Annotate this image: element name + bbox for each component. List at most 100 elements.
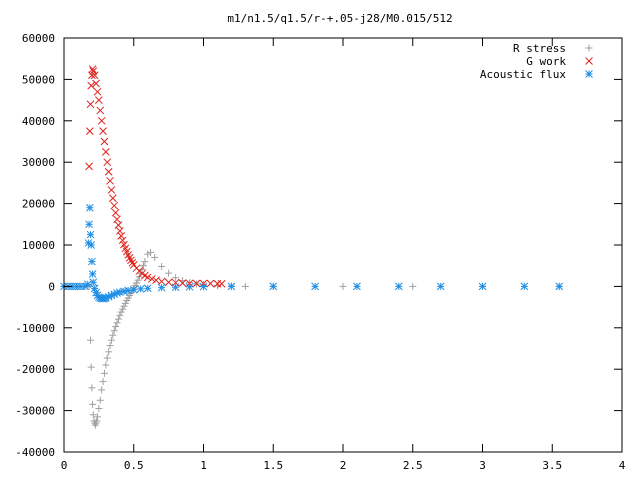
data-point [95,405,103,413]
data-point [100,137,109,146]
legend-marker [585,57,593,65]
data-point [436,282,445,291]
data-point [114,221,123,229]
data-point [101,147,110,156]
data-point [409,282,417,290]
data-point [108,194,117,203]
data-point [102,361,110,369]
data-point [134,276,142,284]
data-point [185,282,194,291]
data-point [151,253,159,261]
data-point [89,67,98,75]
data-point [121,299,129,307]
data-point [89,411,97,419]
data-point [87,336,95,344]
y-tick-label: 40000 [22,115,55,128]
data-point [141,258,149,266]
y-tick-label: -30000 [15,405,55,418]
data-point [88,257,96,266]
data-point [165,269,173,277]
data-point [88,65,97,73]
y-tick-label: 60000 [22,32,55,45]
data-point [111,208,120,217]
y-tick-label: 10000 [22,239,55,252]
data-point [129,285,138,294]
data-point [89,400,97,408]
data-point [241,282,249,290]
data-point [85,162,93,171]
data-point [106,342,114,350]
data-point [99,378,107,386]
x-tick-label: 0.5 [124,459,144,472]
legend-label: Acoustic flux [480,68,566,81]
data-point [99,127,107,136]
data-point [157,283,166,292]
data-point [85,220,93,229]
data-point [199,282,208,291]
data-point [112,323,120,331]
data-point [146,248,154,256]
data-point [227,282,236,291]
data-point [117,308,125,316]
data-point [96,396,104,404]
data-point [555,282,564,291]
data-point [113,215,121,224]
data-point [88,71,96,80]
data-point [311,282,319,291]
y-tick-label: 0 [48,280,55,293]
data-point [93,87,102,96]
legend-label: R stress [513,42,566,55]
data-point [138,265,146,273]
y-tick-label: -40000 [15,446,55,459]
data-point [127,256,135,265]
data-point [164,278,173,287]
data-point [353,282,361,291]
y-tick-label: 50000 [22,73,55,86]
data-point [103,354,111,362]
x-tick-label: 4 [619,459,626,472]
data-point [185,279,194,288]
data-point [520,282,529,291]
data-point [148,275,156,283]
data-point [114,315,122,323]
data-point [87,363,95,371]
data-point [103,158,112,167]
data-point [125,253,134,262]
axis-ticks: 0 0.5 1 1.5 2 2.5 3 3.5 4 -40000 -30000 -20000 -1000… [15,32,625,472]
data-point [136,285,145,293]
x-tick-label: 1.5 [263,459,283,472]
data-point [133,279,141,287]
series-g-work [85,65,226,288]
data-point [178,279,187,287]
y-tick-label: 30000 [22,156,55,169]
data-point [157,277,166,286]
x-tick-label: 3 [479,459,486,472]
data-point [107,336,115,344]
data-point [88,384,96,392]
data-point [88,270,97,278]
data-point [192,279,201,288]
data-point [87,241,96,249]
chart-title: m1/n1.5/q1.5/r-+.05-j28/M0.015/512 [227,12,452,25]
legend-label: G work [526,55,566,68]
data-point [143,273,152,282]
data-point [110,327,118,335]
legend-marker [585,70,593,78]
data-point [119,305,127,313]
data-point [105,348,113,356]
data-point [89,278,98,287]
data-point [116,311,124,319]
data-point [86,230,95,239]
data-point [339,282,347,290]
data-point [90,71,99,80]
data-point [143,284,152,293]
data-point [394,282,403,291]
x-tick-label: 0 [61,459,68,472]
data-point [104,167,113,176]
data-point [115,227,124,235]
data-point [86,100,95,109]
y-tick-label: 20000 [22,198,55,211]
